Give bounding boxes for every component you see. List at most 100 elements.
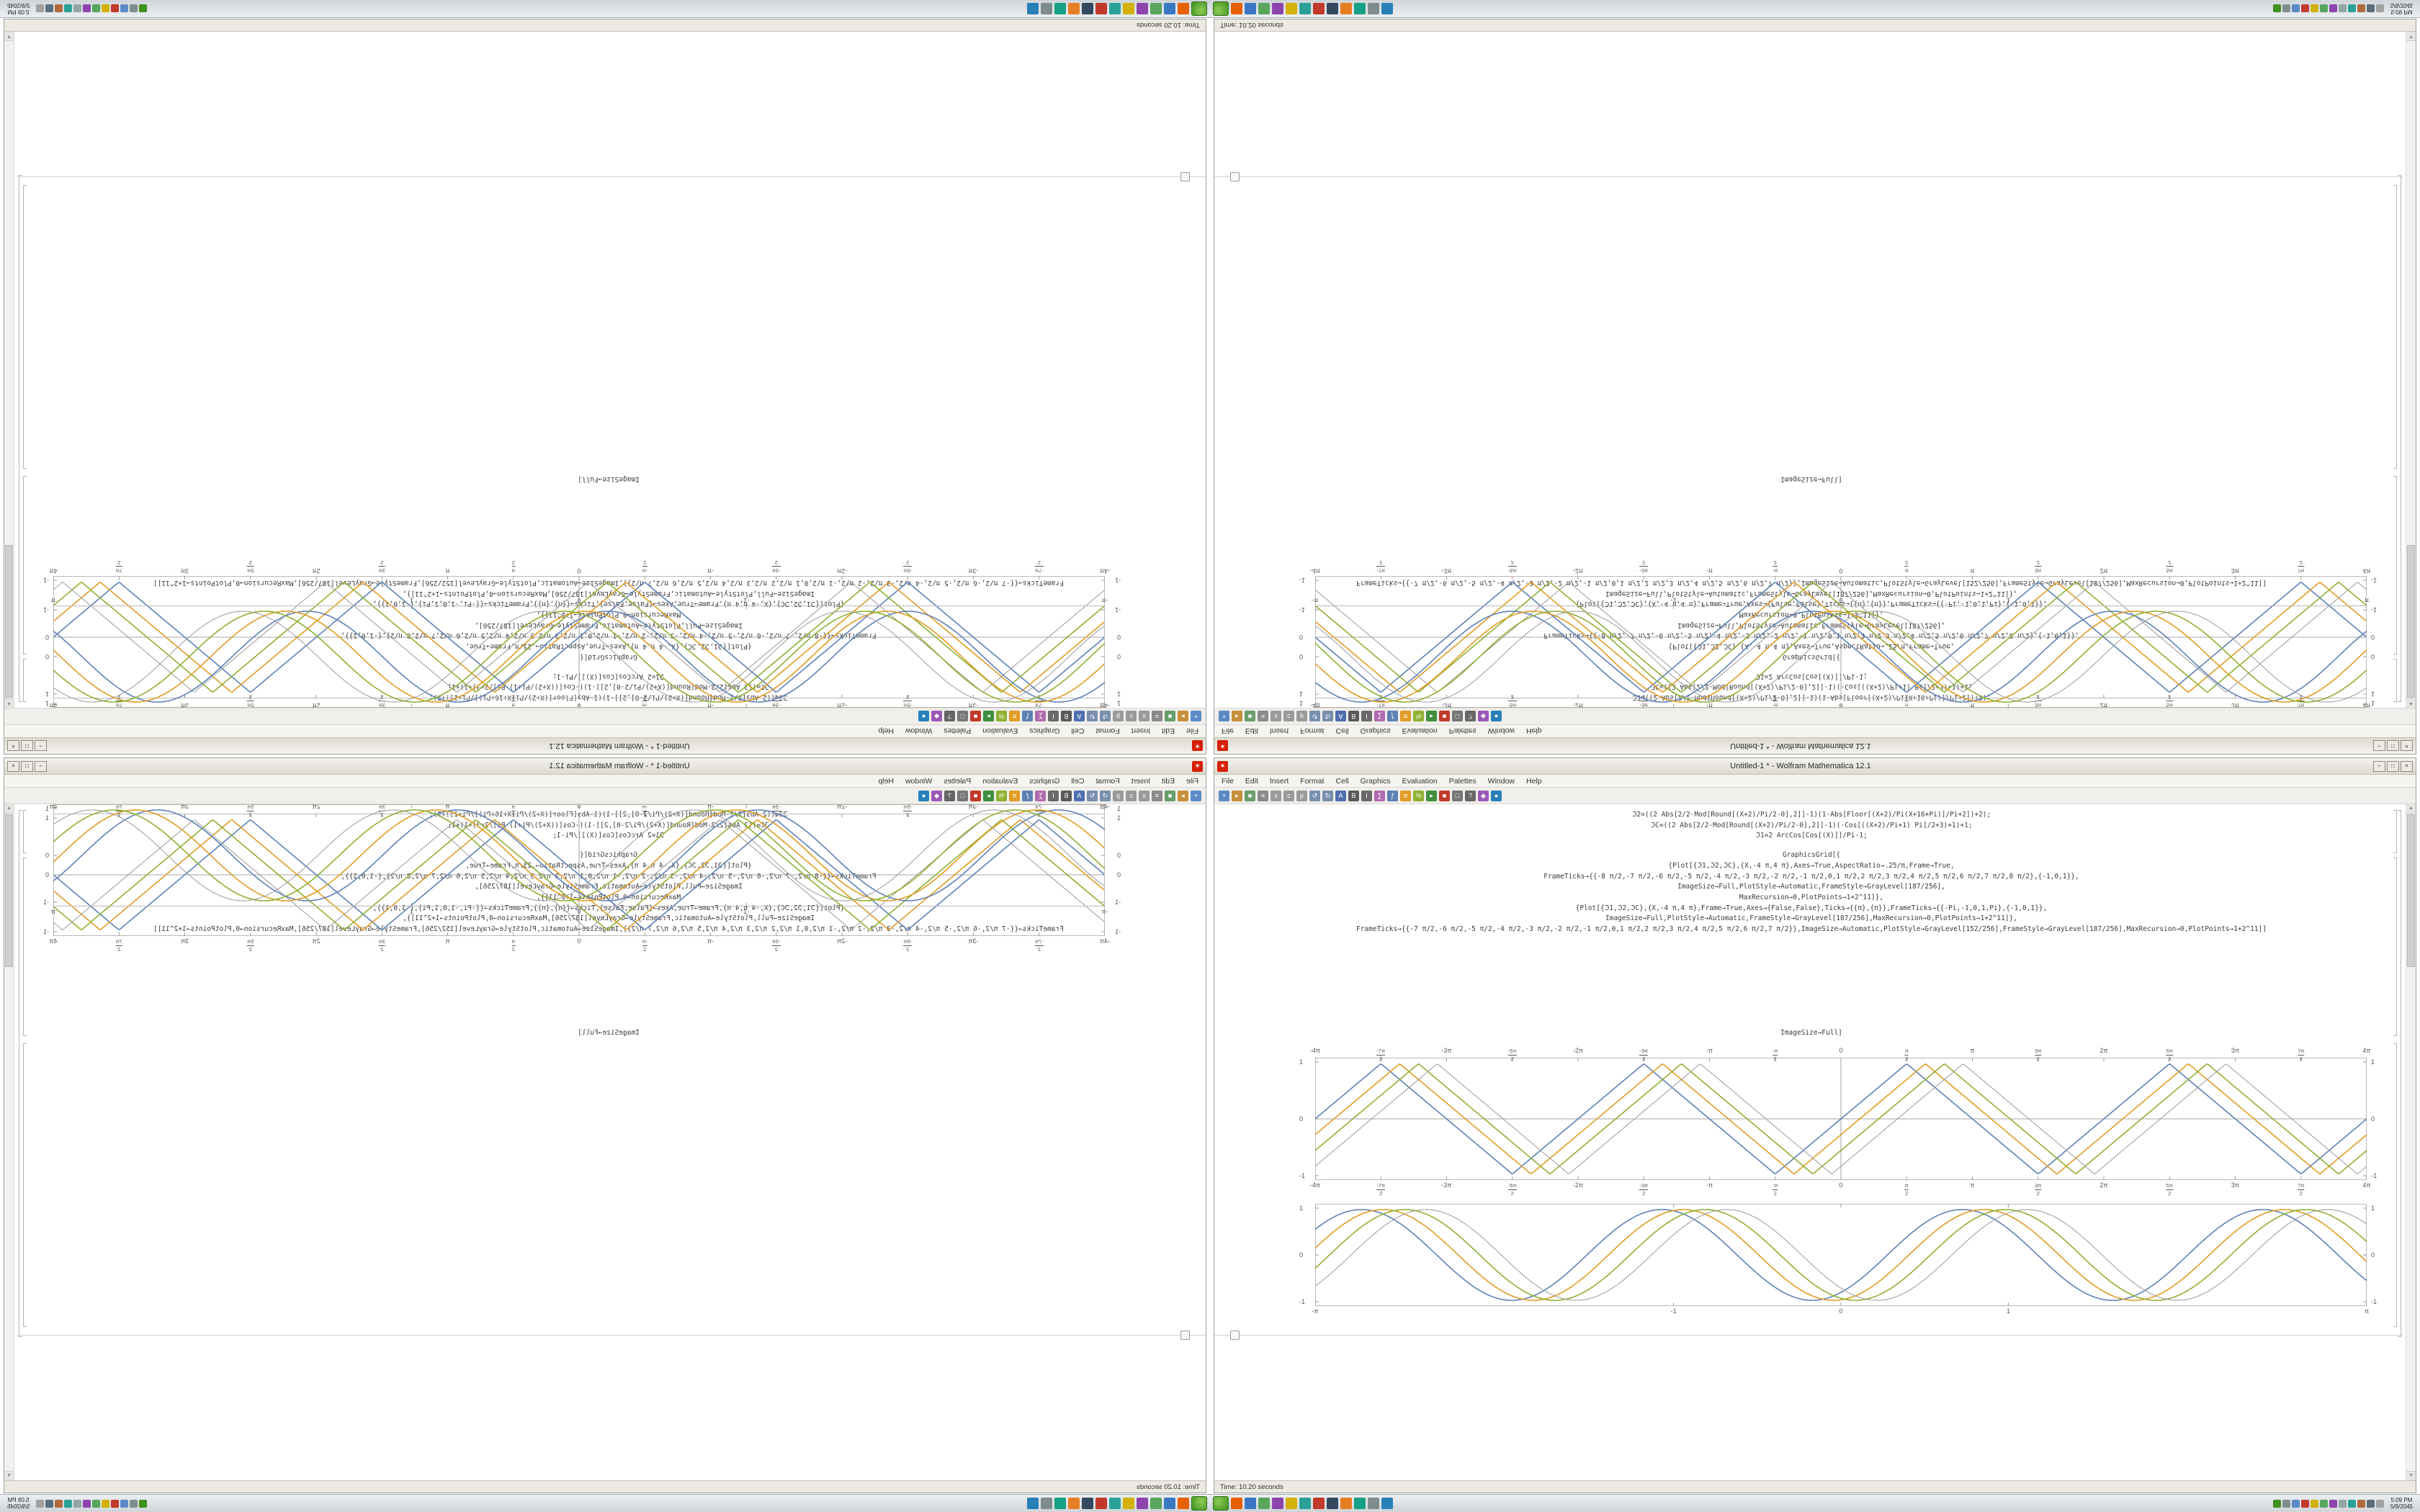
code-line[interactable]: ℑ2=((2 Abs[2/2-Mod[Round[(X+2)/Pi/2-0],2… [1631,811,1991,819]
tray-icon-12[interactable] [36,4,45,13]
launcher-icon-5[interactable] [1123,1498,1134,1509]
new-cell-icon[interactable]: □ [957,711,968,722]
launcher-icon-4[interactable] [1272,1498,1283,1509]
launcher-icon-3[interactable] [1258,3,1270,14]
start-button[interactable] [1191,1496,1207,1511]
cell-bracket[interactable] [23,810,27,853]
cell-bracket[interactable] [2393,659,2397,702]
undo-icon[interactable]: ↺ [1309,790,1320,801]
launcher-icon-12[interactable] [1027,3,1039,14]
tray-icon-1[interactable] [2272,1499,2281,1508]
cut-icon[interactable]: x [1270,790,1281,801]
menu-format[interactable]: Format [1095,776,1120,786]
menu-edit[interactable]: Edit [1245,776,1259,786]
tray-icon-9[interactable] [2347,1499,2356,1508]
scroll-down-icon[interactable]: ▼ [2406,1471,2416,1480]
menu-cell[interactable]: Cell [1071,726,1085,736]
code-line[interactable]: FrameTicks→{{-7 π/2,-6 π/2,-5 π/2,-4 π/2… [1355,925,2267,934]
palette-icon[interactable]: ◆ [931,711,942,722]
menu-format[interactable]: Format [1095,726,1120,736]
launcher-icon-1[interactable] [1231,3,1242,14]
tray-icon-2[interactable] [2282,1499,2290,1508]
code-line[interactable]: {Plot[{ℑ1,ℑ2,ℑC},{X,-4 π,4 π},Frame→True… [1575,904,2048,912]
taskbar-clock[interactable]: 5:09 PM 5/9/2045 [2386,2,2417,15]
menu-edit[interactable]: Edit [1245,726,1259,736]
minimize-button[interactable]: – [2373,760,2385,772]
launcher-icon-3[interactable] [1150,1498,1162,1509]
scroll-down-icon[interactable]: ▼ [2406,32,2416,41]
menu-help[interactable]: Help [878,776,894,786]
function-icon[interactable]: ƒ [1387,711,1398,722]
menu-cell[interactable]: Cell [1335,726,1349,736]
redo-icon[interactable]: ↻ [1322,790,1333,801]
text-style-icon[interactable]: A [1335,790,1346,801]
window-titlebar[interactable]: ✶ Untitled-1 * - Wolfram Mathematica 12.… [1214,758,2416,775]
tray-icon-10[interactable] [55,4,63,13]
percent-icon[interactable]: % [996,711,1007,722]
window-titlebar[interactable]: ✶ Untitled-1 * - Wolfram Mathematica 12.… [4,737,1206,754]
menu-format[interactable]: Format [1300,726,1325,736]
cell-group-bracket[interactable] [2398,810,2401,1337]
launcher-icon-10[interactable] [1354,1498,1366,1509]
function-icon[interactable]: ƒ [1022,790,1033,801]
menu-file[interactable]: File [1186,726,1198,736]
input-cell1[interactable]: ℑ2=((2 Abs[2/2-Mod[Round[(X+2)/Pi/2-0],2… [1239,810,2384,842]
launcher-icon-11[interactable] [1368,3,1379,14]
maximize-button[interactable]: □ [21,760,33,772]
tray-icon-3[interactable] [120,4,129,13]
undo-icon[interactable]: ↺ [1309,711,1320,722]
paste-icon[interactable]: p [1296,790,1307,801]
tray-icon-9[interactable] [64,4,73,13]
cell-insertion-button[interactable] [1180,172,1190,181]
redo-icon[interactable]: ↻ [1087,711,1098,722]
menu-help[interactable]: Help [1526,726,1542,736]
scrollbar-thumb[interactable] [2407,545,2415,698]
save-icon[interactable]: ■ [1245,711,1255,722]
code-caption-line[interactable]: ImageSize→Full] [1780,475,1842,483]
menu-cell[interactable]: Cell [1335,776,1349,786]
close-button[interactable]: × [7,740,19,752]
menu-palettes[interactable]: Palettes [1448,776,1476,786]
menu-insert[interactable]: Insert [1270,776,1289,786]
input-cell2[interactable]: GraphicsGrid[{{Plot[{ℑ1,ℑ2,ℑC},{X,-4 π,4… [1239,850,2384,935]
launcher-icon-1[interactable] [1178,1498,1189,1509]
help-icon[interactable]: ● [918,790,929,801]
scroll-down-icon[interactable]: ▼ [4,32,14,41]
tray-icon-6[interactable] [2319,1499,2328,1508]
menu-insert[interactable]: Insert [1270,726,1289,736]
print-icon[interactable]: ≡ [1258,790,1268,801]
launcher-icon-6[interactable] [1109,1498,1121,1509]
print-icon[interactable]: ≡ [1152,790,1162,801]
launcher-icon-7[interactable] [1095,1498,1107,1509]
redo-icon[interactable]: ↻ [1087,790,1098,801]
launcher-icon-9[interactable] [1068,1498,1080,1509]
menu-graphics[interactable]: Graphics [1029,776,1060,786]
paste-icon[interactable]: p [1113,790,1124,801]
sum-icon[interactable]: ∑ [1035,790,1046,801]
open-icon[interactable]: ▸ [1178,711,1188,722]
help-icon[interactable]: ● [1491,711,1502,722]
cell-bracket[interactable] [23,858,27,1036]
menu-edit[interactable]: Edit [1161,726,1175,736]
cell-group-bracket[interactable] [19,175,22,702]
abort-icon[interactable]: ■ [970,711,981,722]
tray-icon-4[interactable] [111,1499,120,1508]
vertical-scrollbar[interactable]: ▲ ▼ [2406,32,2416,708]
launcher-icon-10[interactable] [1054,3,1066,14]
text-style-icon[interactable]: A [1074,790,1085,801]
menu-evaluation[interactable]: Evaluation [982,776,1018,786]
launcher-icon-4[interactable] [1137,3,1148,14]
launcher-icon-5[interactable] [1286,1498,1297,1509]
find-icon[interactable]: ? [1465,711,1476,722]
launcher-icon-11[interactable] [1368,1498,1379,1509]
evaluate-icon[interactable]: ▸ [983,790,994,801]
evaluate-icon[interactable]: ▸ [1426,790,1437,801]
new-cell-icon[interactable]: □ [1452,711,1463,722]
percent-icon[interactable]: % [996,790,1007,801]
code-line[interactable]: ℑC=((2 Abs[2/2-Mod[Round[(X+2)/Pi/2-0],2… [1650,821,1973,829]
copy-icon[interactable]: c [1283,790,1294,801]
launcher-icon-12[interactable] [1027,1498,1039,1509]
cut-icon[interactable]: x [1270,711,1281,722]
menu-evaluation[interactable]: Evaluation [982,726,1018,736]
function-icon[interactable]: ƒ [1022,711,1033,722]
